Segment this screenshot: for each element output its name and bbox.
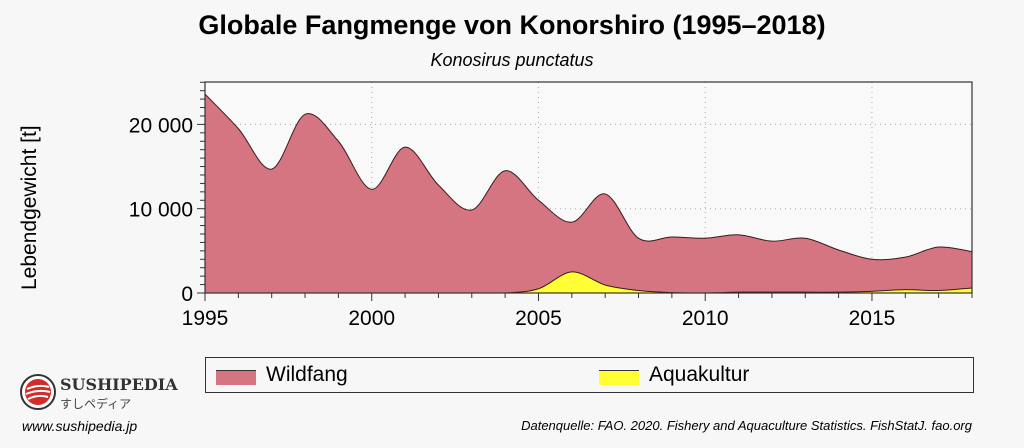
data-source: Datenquelle: FAO. 2020. Fishery and Aqua… [521,418,972,433]
y-tick-label: 10 000 [129,199,193,222]
legend-label-aquakultur: Aquakultur [649,363,750,386]
chart-subtitle: Konosirus punctatus [430,50,594,70]
y-tick-label: 20 000 [129,114,193,137]
line-wildfang [204,93,973,261]
brand-url[interactable]: www.sushipedia.jp [22,418,138,434]
x-tick-label: 2015 [849,307,896,330]
plot-frame [204,81,973,294]
legend-swatch-aquakultur [599,370,639,385]
x-tick-label: 2000 [348,307,395,330]
legend-swatch-wildfang [216,370,256,385]
area-wildfang [205,94,972,293]
x-tick-label: 2005 [515,307,562,330]
chart-title: Globale Fangmenge von Konorshiro (1995–2… [198,10,826,40]
x-tick-label: 1995 [182,307,229,330]
sushipedia-logo-icon [20,374,56,410]
brand-kana: すしペディア [60,397,132,411]
legend: Wildfang Aquakultur [205,357,974,393]
x-tick-label: 2010 [682,307,729,330]
y-tick-label: 0 [181,283,193,306]
area-aquakultur [205,271,972,293]
brand-name: SUSHIPEDIA [60,375,178,394]
legend-label-wildfang: Wildfang [266,363,348,386]
